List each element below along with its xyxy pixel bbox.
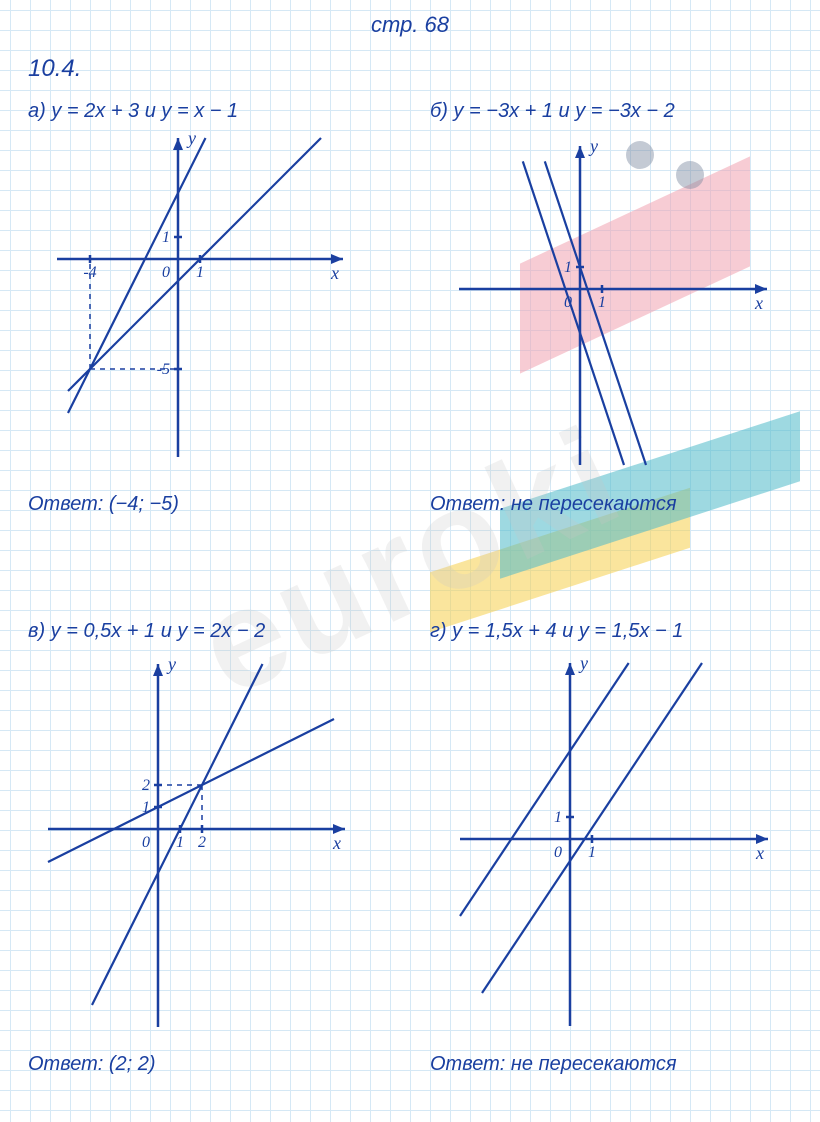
svg-text:y: y [578, 653, 588, 673]
problem-c-chart-slot: xy01212 [28, 649, 408, 1049]
chart-c-line-1 [48, 719, 334, 862]
svg-text:0: 0 [142, 834, 150, 851]
svg-text:x: x [332, 833, 341, 853]
problem-b-equations: б) y = −3x + 1 и y = −3x − 2 [430, 100, 810, 123]
chart-c-line-2 [92, 664, 263, 1005]
problem-b-chart-slot: xy011 [430, 129, 810, 489]
problem-a: а) y = 2x + 3 и y = x − 1 xy0-411-5 Отве… [28, 100, 408, 516]
problem-d-equations: г) y = 1,5x + 4 и y = 1,5x − 1 [430, 620, 810, 643]
svg-text:1: 1 [564, 259, 572, 276]
problem-c: в) y = 0,5x + 1 и y = 2x − 2 xy01212 Отв… [28, 620, 408, 1076]
svg-text:1: 1 [196, 264, 204, 281]
problem-a-chart-slot: xy0-411-5 [28, 129, 408, 489]
svg-text:y: y [186, 129, 196, 148]
problem-c-answer: Ответ: (2; 2) [28, 1053, 408, 1076]
svg-text:x: x [754, 293, 763, 313]
chart-c: xy01212 [28, 649, 368, 1049]
problem-d-chart-slot: x y 0 1 1 [430, 649, 810, 1049]
svg-text:x: x [755, 843, 764, 863]
exercise-number: 10.4. [28, 55, 81, 83]
problem-b: б) y = −3x + 1 и y = −3x − 2 xy011 Ответ… [430, 100, 810, 516]
chart-a: xy0-411-5 [28, 129, 368, 489]
svg-text:y: y [588, 136, 598, 156]
svg-text:2: 2 [142, 777, 150, 794]
chart-d-line-1 [460, 663, 629, 916]
chart-b-line-2 [523, 161, 624, 465]
problem-c-equations: в) y = 0,5x + 1 и y = 2x − 2 [28, 620, 408, 643]
svg-text:0: 0 [554, 844, 562, 861]
problem-d: г) y = 1,5x + 4 и y = 1,5x − 1 x y 0 1 1 Отв… [430, 620, 810, 1076]
svg-text:2: 2 [198, 834, 206, 851]
problem-b-answer: Ответ: не пересекаются [430, 493, 810, 516]
svg-text:1: 1 [598, 294, 606, 311]
svg-text:1: 1 [162, 229, 170, 246]
svg-text:x: x [330, 263, 339, 283]
chart-b: xy011 [430, 129, 790, 489]
chart-d: x y 0 1 1 [430, 649, 790, 1049]
page-title: стр. 68 [371, 12, 449, 38]
chart-d-line-2 [482, 663, 702, 993]
problem-a-equations: а) y = 2x + 3 и y = x − 1 [28, 100, 408, 123]
chart-b-line-1 [545, 161, 646, 465]
svg-text:0: 0 [162, 264, 170, 281]
problem-d-answer: Ответ: не пересекаются [430, 1053, 810, 1076]
chart-a-line-2 [68, 138, 321, 391]
svg-text:y: y [166, 654, 176, 674]
problem-a-answer: Ответ: (−4; −5) [28, 493, 408, 516]
svg-text:1: 1 [554, 809, 562, 826]
svg-text:1: 1 [588, 844, 596, 861]
